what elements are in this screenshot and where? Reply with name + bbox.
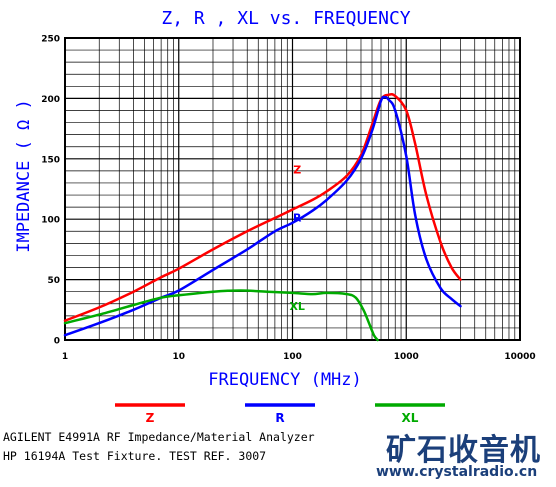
x-tick-label: 1000: [394, 352, 419, 362]
legend: Z R XL: [115, 403, 445, 425]
instrument-note: AGILENT E4991A RF Impedance/Material Ana…: [3, 430, 315, 444]
y-tick-labels: 0 50 100 150 200 250: [41, 35, 60, 347]
y-axis-label: IMPEDANCE ( Ω ): [14, 99, 34, 253]
chart-title: Z, R , XL vs. FREQUENCY: [161, 8, 410, 29]
x-axis-label: FREQUENCY (MHz): [208, 370, 362, 390]
y-tick-label: 200: [41, 95, 60, 105]
series-label-r: R: [293, 212, 302, 225]
x-tick-label: 1: [62, 352, 68, 362]
grid-lines: [64, 37, 520, 341]
series-line-r: [63, 95, 462, 337]
y-tick-label: 50: [47, 276, 60, 286]
y-tick-label: 250: [41, 35, 60, 45]
y-tick-label: 0: [54, 337, 60, 347]
legend-label-xl: XL: [402, 411, 419, 425]
x-tick-label: 10000: [504, 352, 535, 362]
plot-area: 1 10 100 1000 10000 0 50 100 150 200 250 Z R XL: [41, 35, 535, 363]
fixture-note: HP 16194A Test Fixture. TEST REF. 3007: [3, 449, 267, 463]
series-line-xl: [63, 289, 379, 342]
series-line-z: [63, 92, 462, 322]
legend-label-z: Z: [146, 411, 155, 425]
brand-logo-text: 矿石收音机: [386, 433, 541, 468]
y-tick-label: 100: [41, 216, 60, 226]
plot-frame: [64, 37, 521, 341]
x-tick-labels: 1 10 100 1000 10000: [62, 352, 536, 362]
legend-label-r: R: [275, 411, 284, 425]
x-tick-label: 100: [283, 352, 302, 362]
series-label-z: Z: [293, 163, 301, 176]
brand-website: www.crystalradio.cn: [376, 464, 538, 480]
x-tick-label: 10: [172, 352, 185, 362]
curves: Z R XL: [63, 92, 462, 342]
y-tick-label: 150: [41, 155, 60, 165]
series-label-xl: XL: [289, 300, 305, 313]
